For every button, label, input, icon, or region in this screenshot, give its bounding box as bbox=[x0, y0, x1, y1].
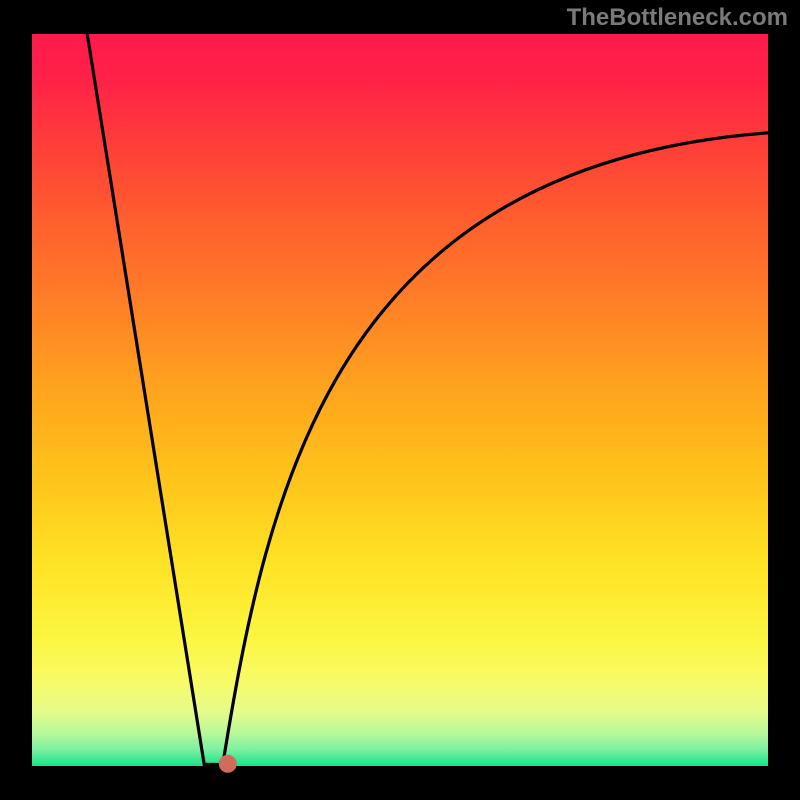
chart-root: TheBottleneck.com bbox=[0, 0, 800, 800]
marker-dot bbox=[219, 755, 237, 773]
watermark-text: TheBottleneck.com bbox=[567, 4, 788, 32]
chart-svg bbox=[0, 0, 800, 800]
plot-area bbox=[32, 34, 768, 766]
